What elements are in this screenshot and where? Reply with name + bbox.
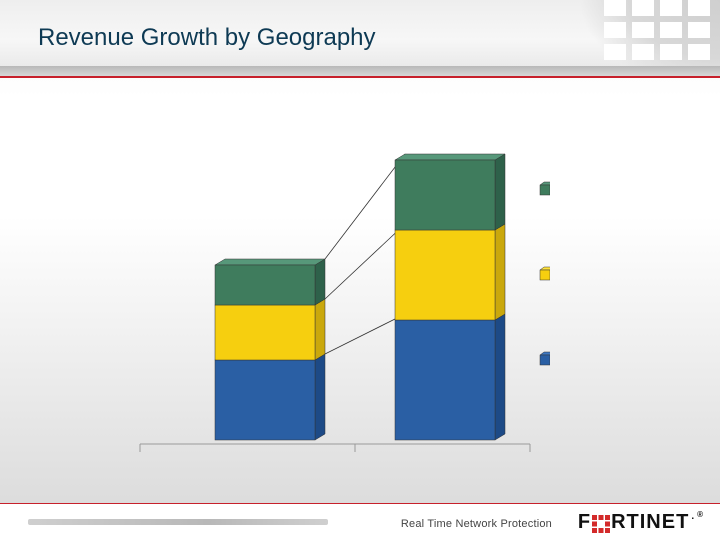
chart-svg xyxy=(120,130,550,460)
footer: Real Time Network Protection F RTINET . … xyxy=(0,504,720,540)
footer-strip xyxy=(28,519,328,525)
brand-dot: . xyxy=(691,511,695,522)
brand-logo: F RTINET . ® xyxy=(578,511,702,534)
revenue-chart xyxy=(120,130,550,460)
tagline: Real Time Network Protection xyxy=(401,518,552,530)
header-redline xyxy=(0,76,720,78)
slide: Revenue Growth by Geography Real Time Ne… xyxy=(0,0,720,540)
grid-deco-icon xyxy=(604,0,714,60)
brand-o-icon xyxy=(592,515,610,533)
header-bar xyxy=(0,66,720,76)
brand-post: RTINET xyxy=(611,511,689,534)
brand-pre: F xyxy=(578,511,591,534)
page-title: Revenue Growth by Geography xyxy=(38,24,376,52)
header: Revenue Growth by Geography xyxy=(0,0,720,78)
brand-tm: ® xyxy=(697,510,704,519)
